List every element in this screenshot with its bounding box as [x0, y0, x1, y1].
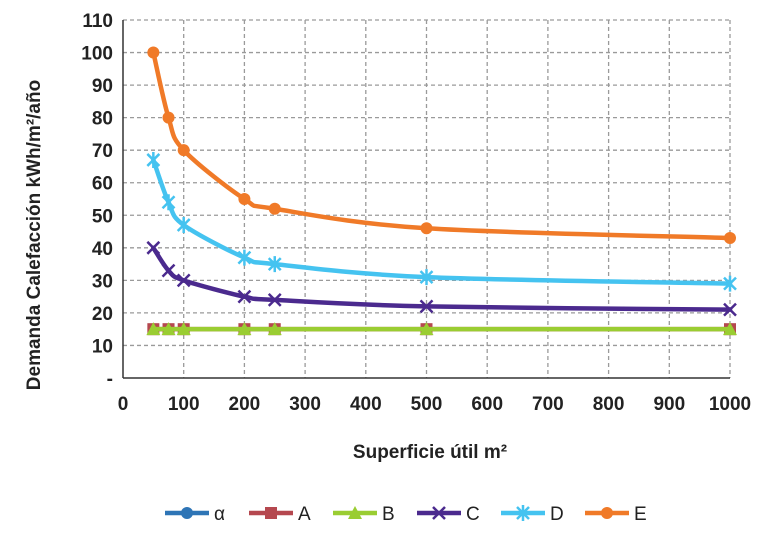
series-B [146, 322, 737, 336]
legend-B-marker [348, 506, 362, 519]
series-E-marker [147, 46, 160, 59]
x-tick-label: 900 [653, 394, 685, 415]
legend-E-marker [601, 507, 613, 519]
legend-α-marker [181, 507, 193, 519]
series-E-marker [238, 193, 251, 205]
series-D-marker [723, 275, 737, 292]
series-E-marker [268, 202, 281, 215]
y-tick-label: 40 [92, 239, 113, 260]
x-tick-label: 1000 [709, 394, 751, 415]
series-D-line [151, 157, 733, 286]
legend-item-α: α [165, 504, 225, 525]
series-E [147, 46, 736, 245]
y-tick-label: 60 [92, 174, 113, 195]
y-tick-label: - [107, 369, 113, 390]
series-D-marker [419, 269, 434, 286]
x-tick-label: 800 [593, 394, 625, 415]
series-D [146, 151, 737, 292]
series-B-marker [723, 322, 737, 336]
x-tick-label: 500 [411, 394, 443, 415]
series-B-marker [146, 322, 161, 336]
series-C-marker [176, 273, 191, 288]
series-D-marker [176, 217, 191, 234]
y-tick-label: 90 [92, 76, 113, 97]
legend-item-E: E [585, 504, 647, 525]
series-B-marker [419, 322, 434, 336]
series-D-marker [237, 249, 252, 266]
legend-item-C: C [417, 504, 480, 525]
legend-C-marker [432, 506, 446, 520]
series-D-marker [161, 194, 176, 211]
x-tick-labels: 0 100 200 300 400 500 600 700 800 900 1000 [118, 394, 751, 415]
series-C-marker [723, 302, 737, 317]
x-axis-label: Superficie útil m² [353, 442, 507, 463]
series-B-marker [176, 322, 191, 336]
y-tick-label: 30 [92, 271, 113, 292]
legend-label: A [298, 504, 311, 525]
series-E-marker [724, 232, 736, 245]
legend-item-B: B [333, 504, 395, 525]
x-tick-label: 300 [289, 394, 321, 415]
y-tick-labels: - 10 20 30 40 50 60 70 80 90 100 110 [81, 11, 113, 390]
x-tick-label: 700 [532, 394, 564, 415]
series-C-marker [419, 299, 434, 314]
series-B-marker [267, 322, 282, 336]
x-tick-label: 0 [118, 394, 129, 415]
series-E-line [151, 50, 733, 241]
legend-A-marker [265, 507, 277, 519]
series-D-marker [267, 256, 282, 273]
y-axis-label: Demanda Calefacción kWh/m²/año [24, 80, 45, 390]
y-tick-label: 110 [82, 11, 113, 32]
series-C-marker [267, 293, 282, 307]
grid [123, 19, 731, 378]
series-C-marker [161, 263, 176, 278]
y-tick-label: 10 [92, 336, 113, 357]
y-tick-label: 100 [81, 44, 113, 65]
x-tick-label: 600 [471, 394, 503, 415]
series-E-marker [177, 144, 190, 157]
y-tick-label: 70 [92, 141, 113, 162]
x-tick-label: 400 [350, 394, 382, 415]
series-E-marker [162, 111, 175, 124]
series-B-marker [161, 322, 176, 336]
y-tick-label: 50 [92, 206, 113, 227]
series-C-marker [237, 289, 252, 304]
axes [122, 20, 730, 379]
series-D-marker [146, 151, 161, 168]
series-group [146, 46, 737, 336]
legend-label: D [550, 504, 564, 525]
x-tick-label: 100 [168, 394, 200, 415]
legend-item-D: D [501, 504, 564, 525]
legend-label: B [382, 504, 395, 525]
series-C-marker [146, 240, 161, 255]
series-C [146, 240, 737, 317]
legend-D-marker [516, 505, 530, 521]
legend-item-A: A [249, 504, 311, 525]
x-tick-label: 200 [229, 394, 261, 415]
y-tick-label: 80 [92, 109, 113, 130]
legend-label: E [634, 504, 647, 525]
legend-label: α [214, 504, 225, 525]
series-E-marker [420, 222, 433, 235]
y-tick-label: 20 [92, 304, 113, 325]
legend-label: C [466, 504, 480, 525]
series-B-marker [237, 322, 252, 336]
